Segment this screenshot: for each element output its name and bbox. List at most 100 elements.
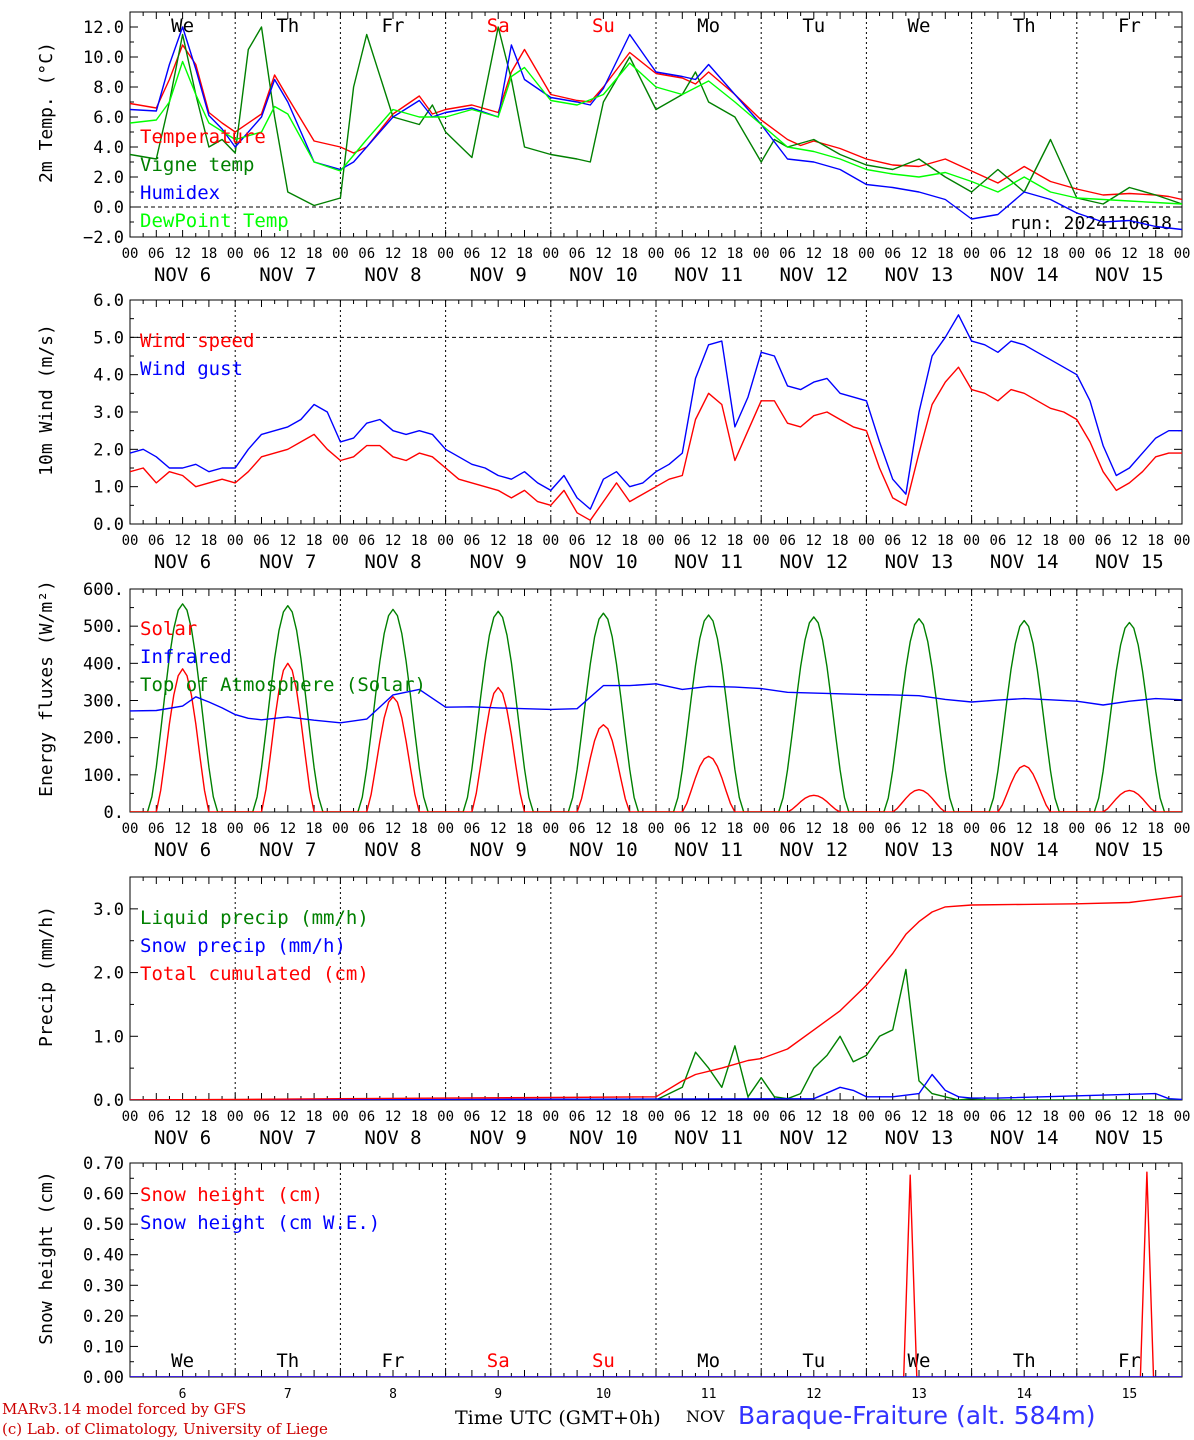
y-tick-label: 12.0 — [83, 18, 124, 38]
credit-line-1: MARv3.14 model forced by GFS — [2, 1400, 247, 1418]
day-label: NOV 12 — [779, 264, 848, 286]
hour-tick-label: 12 — [174, 1109, 191, 1125]
hour-tick-label: 00 — [648, 1109, 665, 1125]
hour-tick-label: 12 — [595, 246, 612, 262]
solar-line — [340, 696, 446, 812]
y-axis-label: 2m Temp. (°C) — [36, 42, 57, 183]
hour-tick-label: 06 — [1095, 246, 1112, 262]
legend-entry: Solar — [140, 618, 197, 640]
hour-tick-label: 00 — [227, 1109, 244, 1125]
weekday-label: Sa — [487, 15, 510, 37]
hour-tick-label: 00 — [1174, 1109, 1191, 1125]
hour-tick-label: 06 — [779, 1109, 796, 1125]
hour-tick-label: 06 — [148, 821, 165, 837]
hour-tick-label: 00 — [542, 1109, 559, 1125]
hour-tick-label: 00 — [437, 533, 454, 549]
hour-tick-label: 06 — [779, 533, 796, 549]
hour-tick-label: 18 — [1147, 1109, 1164, 1125]
weekday-label: Fr — [1118, 15, 1141, 37]
day-label: NOV 11 — [674, 839, 743, 861]
hour-tick-label: 12 — [595, 533, 612, 549]
hour-tick-label: 18 — [832, 533, 849, 549]
weekday-label: We — [908, 1350, 931, 1372]
day-number-label: 9 — [494, 1387, 502, 1402]
y-tick-label: 10.0 — [83, 48, 124, 68]
hour-tick-label: 18 — [1147, 821, 1164, 837]
y-tick-label: 0.0 — [93, 515, 124, 535]
hour-tick-label: 06 — [253, 533, 270, 549]
hour-tick-label: 06 — [253, 1109, 270, 1125]
hour-tick-label: 12 — [279, 1109, 296, 1125]
hour-tick-label: 12 — [805, 533, 822, 549]
weekday-label: Th — [1013, 15, 1036, 37]
legend-entry: Infrared — [140, 646, 232, 668]
hour-tick-label: 12 — [1121, 533, 1138, 549]
series-line-vigne-temp — [130, 26, 1182, 207]
hour-tick-label: 18 — [621, 1109, 638, 1125]
day-label: NOV 10 — [569, 551, 638, 573]
weekday-label: Th — [1013, 1350, 1036, 1372]
hour-tick-label: 18 — [1147, 246, 1164, 262]
day-number-label: 12 — [806, 1387, 822, 1402]
y-tick-label: 300. — [83, 692, 124, 712]
day-label: NOV 15 — [1095, 551, 1164, 573]
hour-tick-label: 18 — [516, 1109, 533, 1125]
hour-tick-label: 12 — [174, 821, 191, 837]
hour-tick-label: 00 — [1068, 1109, 1085, 1125]
hour-tick-label: 00 — [648, 533, 665, 549]
toa-solar-line — [866, 618, 972, 812]
hour-tick-label: 18 — [200, 821, 217, 837]
hour-tick-label: 06 — [884, 533, 901, 549]
y-tick-label: 4.0 — [93, 366, 124, 386]
y-axis-label: Snow height (cm) — [36, 1171, 57, 1344]
day-label: NOV 8 — [364, 551, 421, 573]
day-number-label: 6 — [179, 1387, 187, 1402]
hour-tick-label: 12 — [490, 1109, 507, 1125]
day-label: NOV 11 — [674, 551, 743, 573]
series-line-snow-precip-mm-h- — [130, 1073, 1182, 1100]
hour-tick-label: 18 — [200, 1109, 217, 1125]
series-line-infrared — [130, 683, 1182, 724]
toa-solar-line — [971, 619, 1077, 812]
solar-line — [971, 764, 1077, 812]
hour-tick-label: 18 — [1042, 246, 1059, 262]
hour-tick-label: 18 — [621, 246, 638, 262]
hour-tick-label: 12 — [174, 246, 191, 262]
credit-line-2: (c) Lab. of Climatology, University of L… — [2, 1420, 328, 1438]
hour-tick-label: 12 — [1016, 533, 1033, 549]
legend-entry: Temperature — [140, 126, 266, 148]
hour-tick-label: 06 — [989, 246, 1006, 262]
weekday-label: Tu — [802, 1350, 825, 1372]
y-tick-label: 8.0 — [93, 78, 124, 98]
hour-tick-label: 00 — [753, 821, 770, 837]
hour-tick-label: 06 — [884, 246, 901, 262]
hour-tick-label: 06 — [463, 1109, 480, 1125]
y-tick-label: 0.0 — [93, 1091, 124, 1111]
hour-tick-label: 12 — [911, 1109, 928, 1125]
day-label: NOV 13 — [885, 551, 954, 573]
hour-tick-label: 12 — [1016, 246, 1033, 262]
weekday-label: Mo — [697, 1350, 720, 1372]
y-tick-label: 3.0 — [93, 900, 124, 920]
weekday-label: We — [171, 1350, 194, 1372]
hour-tick-label: 00 — [963, 1109, 980, 1125]
y-tick-label: 0.30 — [83, 1276, 124, 1296]
hour-tick-label: 00 — [227, 821, 244, 837]
hour-tick-label: 06 — [884, 821, 901, 837]
day-number-label: 10 — [596, 1387, 612, 1402]
hour-tick-label: 06 — [1095, 533, 1112, 549]
legend-entry: Top of Atmosphere (Solar) — [140, 674, 426, 696]
hour-tick-label: 06 — [253, 821, 270, 837]
hour-tick-label: 18 — [306, 1109, 323, 1125]
hour-tick-label: 18 — [726, 1109, 743, 1125]
y-tick-label: 0.60 — [83, 1185, 124, 1205]
hour-tick-label: 18 — [832, 821, 849, 837]
hour-tick-label: 00 — [227, 533, 244, 549]
solar-line — [656, 755, 762, 812]
y-tick-label: 3.0 — [93, 403, 124, 423]
hour-tick-label: 18 — [937, 821, 954, 837]
hour-tick-label: 06 — [569, 1109, 586, 1125]
y-tick-label: 2.0 — [93, 964, 124, 984]
hour-tick-label: 12 — [700, 533, 717, 549]
day-label: NOV 7 — [259, 839, 316, 861]
